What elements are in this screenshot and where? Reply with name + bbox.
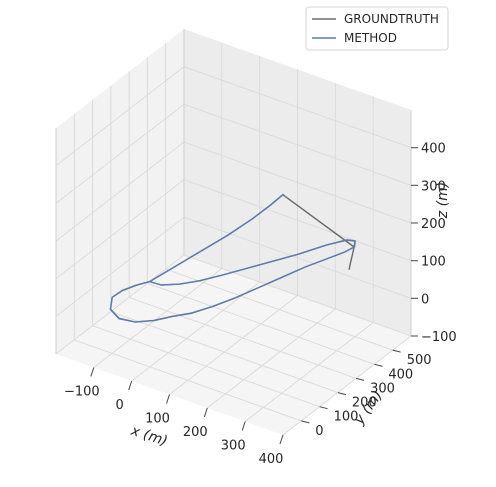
z-tick-label: 0 bbox=[421, 292, 429, 307]
grid-z-back bbox=[183, 103, 412, 186]
x-axis-label: x (m) bbox=[128, 423, 169, 450]
y-tick-mark bbox=[337, 392, 347, 396]
y-tick-mark bbox=[301, 420, 310, 424]
y-tick-mark bbox=[374, 363, 383, 367]
x-tick-mark bbox=[90, 367, 95, 377]
x-tick-mark bbox=[203, 407, 208, 418]
x-tick-mark bbox=[166, 394, 170, 404]
grid-z-left bbox=[55, 179, 185, 280]
grid-x-floor bbox=[207, 308, 336, 409]
grid-x-floor bbox=[244, 322, 374, 422]
x-tick-label: −100 bbox=[64, 385, 100, 400]
grid-z-left bbox=[55, 141, 185, 242]
x-tick-label: 0 bbox=[116, 398, 124, 413]
grid-z-left bbox=[55, 66, 185, 167]
z-tick-label: 200 bbox=[421, 217, 446, 232]
grid-y-floor bbox=[74, 339, 302, 422]
x-tick-label: 200 bbox=[183, 425, 208, 440]
grid-x-floor bbox=[282, 335, 412, 436]
legend-label-groundtruth: GROUNDTRUTH bbox=[344, 12, 439, 26]
x-tick-label: 300 bbox=[221, 439, 246, 454]
z-tick-label: 400 bbox=[421, 142, 446, 157]
z-axis-label: z (m) bbox=[435, 182, 451, 219]
trajectory-lines bbox=[109, 193, 356, 323]
grid-lines bbox=[55, 29, 412, 436]
x-tick-mark bbox=[279, 434, 284, 445]
y-tick-label: 100 bbox=[334, 410, 359, 425]
y-tick-label: 300 bbox=[370, 381, 395, 396]
y-tick-mark bbox=[355, 377, 365, 381]
tick-labels: −10001002003004000100200300400500−100010… bbox=[64, 142, 457, 467]
y-tick-label: 200 bbox=[352, 396, 377, 411]
grid-y-floor bbox=[165, 268, 393, 351]
grid-x-floor bbox=[169, 295, 298, 395]
y-tick-mark bbox=[319, 406, 328, 410]
legend-box bbox=[305, 6, 449, 51]
y-tick-mark bbox=[392, 349, 401, 353]
x-tick-label: 100 bbox=[145, 412, 170, 427]
grid-z-back bbox=[183, 216, 412, 299]
x-tick-label: 400 bbox=[259, 452, 284, 467]
grid-y-floor bbox=[147, 282, 375, 365]
x-tick-mark bbox=[241, 421, 246, 431]
z-tick-label: 300 bbox=[421, 179, 446, 194]
grid-z-left bbox=[55, 216, 185, 317]
series-line-method bbox=[109, 193, 356, 323]
grid-x-floor bbox=[93, 268, 223, 368]
y-tick-label: 400 bbox=[388, 367, 413, 382]
grid-z-left bbox=[55, 254, 185, 355]
z-tick-label: −100 bbox=[421, 330, 457, 345]
legend-label-method: METHOD bbox=[344, 31, 397, 45]
grid-z-back bbox=[183, 254, 412, 337]
legend: GROUNDTRUTH METHOD bbox=[305, 6, 449, 51]
grid-z-back bbox=[183, 66, 412, 149]
grid-z-back bbox=[183, 179, 412, 262]
grid-y-floor bbox=[92, 325, 320, 408]
grid-z-back bbox=[183, 141, 412, 224]
z-tick-label: 100 bbox=[421, 255, 446, 270]
grid-y-floor bbox=[110, 311, 339, 394]
grid-y-floor bbox=[128, 296, 357, 379]
y-tick-label: 500 bbox=[407, 353, 432, 368]
grid-z-left bbox=[55, 103, 185, 204]
grid-x-floor bbox=[131, 281, 260, 382]
x-tick-mark bbox=[128, 380, 133, 391]
y-tick-label: 0 bbox=[315, 424, 323, 439]
